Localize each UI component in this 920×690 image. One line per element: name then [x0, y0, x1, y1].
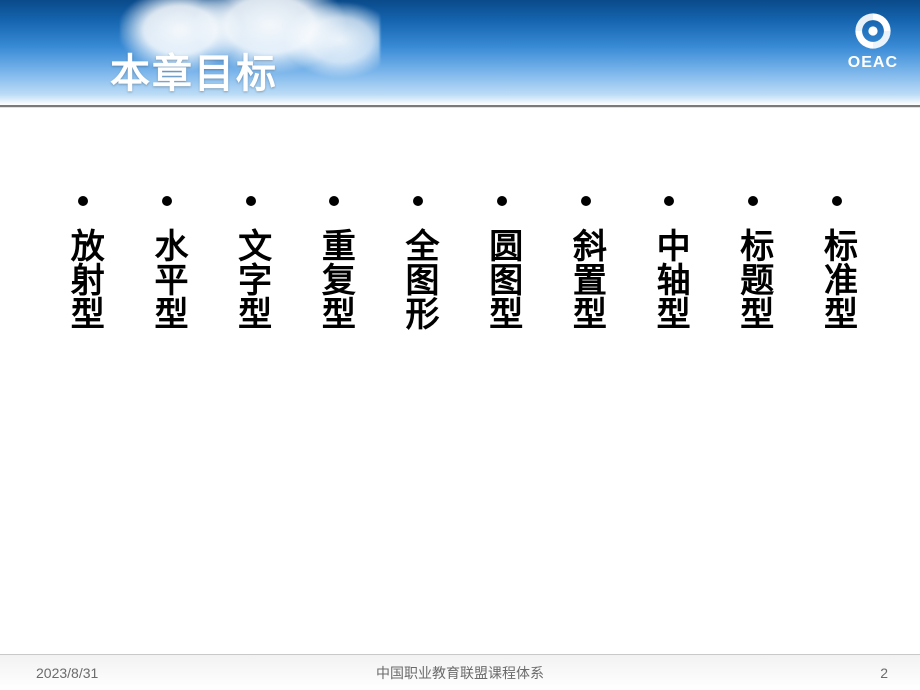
list-item: 水平型	[149, 196, 185, 330]
item-label: 中轴型	[651, 228, 687, 330]
item-label: 斜置型	[568, 228, 604, 330]
slide: 本章目标 OEAC 放射型 水平型 文字型 重复型	[0, 0, 920, 690]
bullet-icon	[329, 196, 339, 206]
list-item: 文字型	[233, 196, 269, 330]
list-item: 标准型	[819, 196, 855, 330]
bullet-icon	[413, 196, 423, 206]
footer-center-text: 中国职业教育联盟课程体系	[0, 663, 920, 683]
header-divider	[0, 105, 920, 107]
bullet-icon	[78, 196, 88, 206]
item-label: 圆图型	[484, 228, 520, 330]
item-label: 重复型	[317, 228, 353, 330]
list-item: 重复型	[317, 196, 353, 330]
list-item: 全图形	[400, 196, 436, 330]
bullet-icon	[497, 196, 507, 206]
content-list: 放射型 水平型 文字型 重复型 全图形 圆图型 斜置型 中轴型	[0, 196, 920, 330]
bullet-icon	[664, 196, 674, 206]
item-label: 全图形	[400, 228, 436, 330]
item-label: 标题型	[735, 228, 771, 330]
list-item: 标题型	[735, 196, 771, 330]
item-label: 放射型	[66, 228, 102, 330]
list-item: 圆图型	[484, 196, 520, 330]
bullet-icon	[162, 196, 172, 206]
logo: OEAC	[848, 10, 898, 72]
bullet-icon	[748, 196, 758, 206]
logo-text: OEAC	[848, 54, 898, 72]
bullet-icon	[581, 196, 591, 206]
list-item: 放射型	[66, 196, 102, 330]
footer: 2023/8/31 中国职业教育联盟课程体系 2	[0, 654, 920, 690]
bullet-icon	[832, 196, 842, 206]
bullet-icon	[246, 196, 256, 206]
footer-date: 2023/8/31	[36, 665, 98, 681]
item-label: 水平型	[149, 228, 185, 330]
page-title: 本章目标	[110, 41, 278, 99]
item-label: 文字型	[233, 228, 269, 330]
list-item: 斜置型	[568, 196, 604, 330]
oeac-logo-icon	[852, 10, 894, 52]
item-label: 标准型	[819, 228, 855, 330]
list-item: 中轴型	[651, 196, 687, 330]
footer-page-number: 2	[880, 665, 888, 681]
header: 本章目标 OEAC	[0, 0, 920, 105]
